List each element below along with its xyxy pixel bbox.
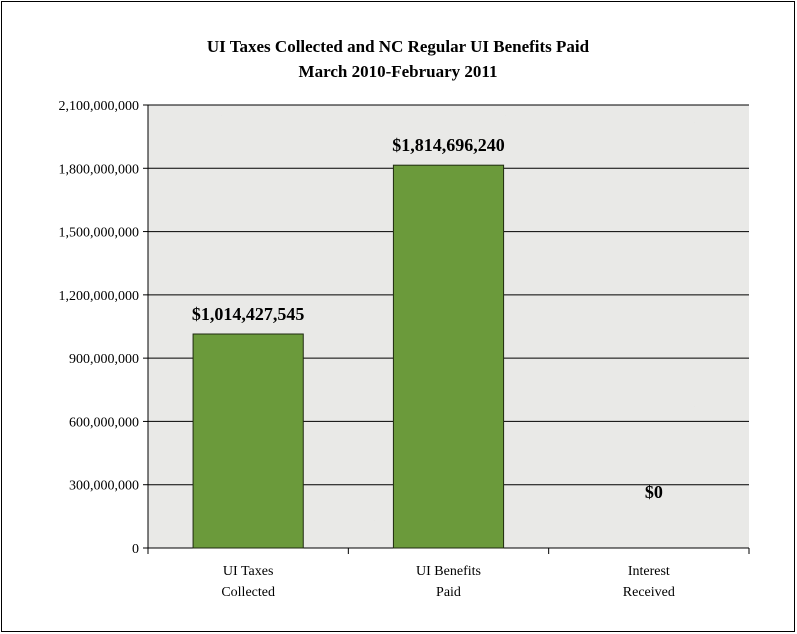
y-axis: 0 300,000,000 600,000,000 900,000,000 1,200,…	[59, 99, 149, 557]
bar	[392, 164, 505, 549]
x-category-label: Collected	[221, 585, 275, 600]
bars	[192, 164, 505, 549]
x-category-label: Received	[623, 585, 675, 600]
x-category-label: Interest	[628, 564, 670, 579]
x-axis: UI Taxes Collected UI Benefits Paid Interest…	[147, 547, 750, 600]
x-category-label: Paid	[436, 585, 461, 600]
y-tick-label: 900,000,000	[69, 352, 139, 367]
y-tick-label: 0	[132, 542, 139, 557]
data-label: $0	[645, 482, 663, 502]
x-category-label: UI Benefits	[416, 564, 481, 579]
chart-subtitle: March 2010-February 2011	[299, 62, 498, 81]
data-label: $1,814,696,240	[392, 135, 505, 155]
bar	[192, 333, 304, 549]
data-label: $1,014,427,545	[192, 304, 305, 324]
data-labels: $1,014,427,545 $1,814,696,240 $0	[192, 135, 663, 502]
y-tick-label: 600,000,000	[69, 415, 139, 430]
y-tick-label: 300,000,000	[69, 479, 139, 494]
y-tick-label: 2,100,000,000	[59, 99, 140, 114]
chart-title: UI Taxes Collected and NC Regular UI Ben…	[207, 37, 590, 56]
y-tick-label: 1,200,000,000	[59, 289, 140, 304]
y-tick-label: 1,800,000,000	[59, 162, 140, 177]
y-tick-label: 1,500,000,000	[59, 226, 140, 241]
x-category-label: UI Taxes	[223, 564, 273, 579]
